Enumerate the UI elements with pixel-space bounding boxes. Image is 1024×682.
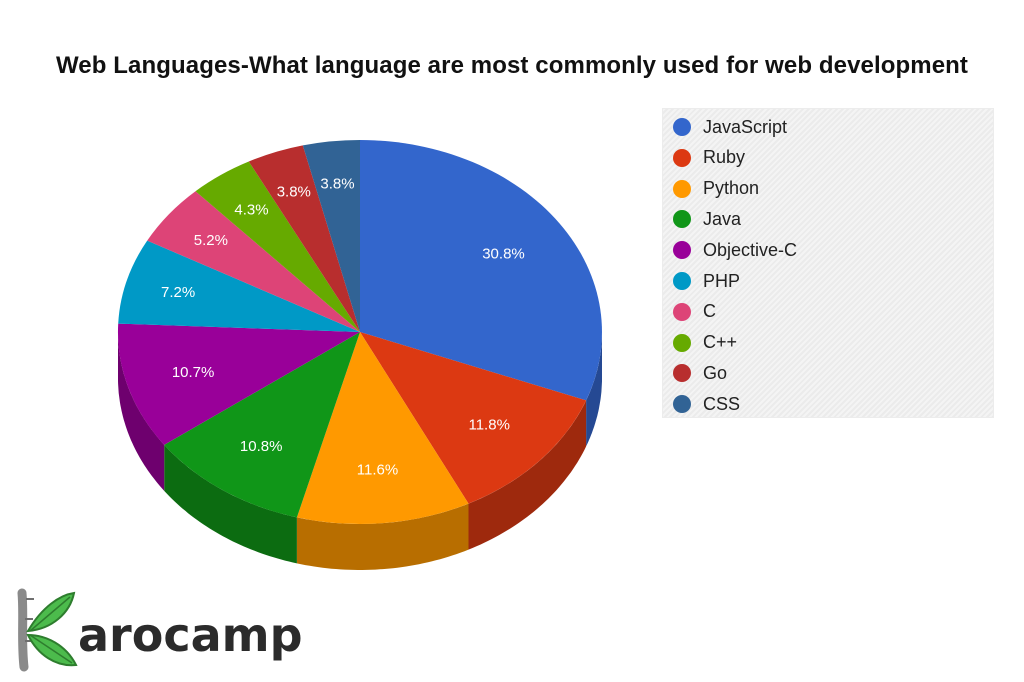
pie-slice-ruby — [360, 332, 587, 504]
data-label-javascript: 30.8% — [482, 246, 525, 263]
legend-label: CSS — [703, 393, 741, 414]
legend-item-objective-c: Objective-C — [673, 238, 797, 262]
pie-chart: 30.8% 11.8% 11.6% 10.8% 10.7% 7.2% 5.2% 4.3% 3.8… — [117, 139, 602, 570]
pie-slice-go — [248, 145, 360, 332]
legend-label: Objective-C — [703, 239, 798, 260]
legend-item-go: Go — [673, 361, 727, 385]
legend-swatch — [673, 148, 691, 167]
legend-item-java: Java — [673, 207, 741, 231]
legend-swatch — [673, 364, 691, 383]
pie-side-objective-c — [118, 332, 165, 491]
legend-item-javascript: JavaScript — [673, 115, 787, 139]
data-label-css: 3.8% — [320, 175, 354, 192]
data-label-cplusplus: 4.3% — [234, 202, 268, 219]
pie-slice-php — [118, 240, 360, 332]
legend-item-ruby: Ruby — [673, 146, 745, 170]
logo-text: arocamp — [78, 608, 302, 662]
data-label-objective-c: 10.7% — [172, 364, 215, 381]
legend-label: Java — [703, 208, 742, 229]
pie-side-ruby — [468, 400, 587, 550]
pie-slice-objective-c — [117, 323, 361, 445]
pie-side-javascript — [586, 332, 602, 447]
legend-swatch — [673, 272, 691, 290]
pie-slice-cplusplus — [195, 161, 360, 332]
legend-item-php: PHP — [673, 269, 740, 293]
legend-swatch — [673, 395, 691, 414]
legend-swatch — [673, 179, 691, 198]
legend-swatch — [673, 302, 691, 321]
legend-item-css: CSS — [673, 392, 740, 416]
legend-swatch — [673, 333, 691, 352]
data-label-go: 3.8% — [277, 184, 311, 201]
legend-item-c: C — [673, 300, 716, 324]
logo-stem — [17, 588, 29, 672]
chart-legend: JavaScript Ruby Python Java Objective-C PHP C C… — [662, 108, 994, 418]
legend-label: JavaScript — [703, 116, 788, 137]
legend-swatch — [673, 241, 691, 260]
pie-sides — [118, 332, 602, 570]
pie-top — [117, 139, 602, 525]
pie-side-java — [164, 444, 297, 564]
pie-slice-css — [302, 139, 360, 332]
pie-side-python — [296, 503, 469, 570]
chart-title: Web Languages-What language are most com… — [55, 52, 969, 79]
data-label-python: 11.6% — [357, 462, 398, 479]
legend-item-cplusplus: C++ — [673, 331, 737, 355]
legend-item-python: Python — [673, 177, 759, 201]
legend-label: Ruby — [703, 147, 746, 168]
karocamp-logo: arocamp — [17, 588, 302, 672]
data-label-php: 7.2% — [161, 284, 195, 301]
pie-slice-javascript — [360, 140, 602, 401]
legend-label: Python — [703, 178, 760, 199]
legend-label: PHP — [703, 270, 741, 291]
data-label-java: 10.8% — [240, 438, 283, 455]
legend-label: C++ — [703, 332, 738, 353]
legend-label: Go — [703, 362, 728, 383]
pie-slice-python — [296, 332, 469, 525]
legend-label: C — [703, 301, 716, 322]
data-label-c: 5.2% — [194, 232, 228, 249]
pie-slice-c — [147, 191, 360, 332]
legend-swatch — [673, 210, 691, 229]
legend-swatch — [673, 118, 691, 136]
pie-labels: 30.8% 11.8% 11.6% 10.8% 10.7% 7.2% 5.2% 4.3% 3.8… — [161, 175, 525, 478]
data-label-ruby: 11.8% — [468, 417, 509, 434]
pie-slice-java — [164, 332, 360, 518]
